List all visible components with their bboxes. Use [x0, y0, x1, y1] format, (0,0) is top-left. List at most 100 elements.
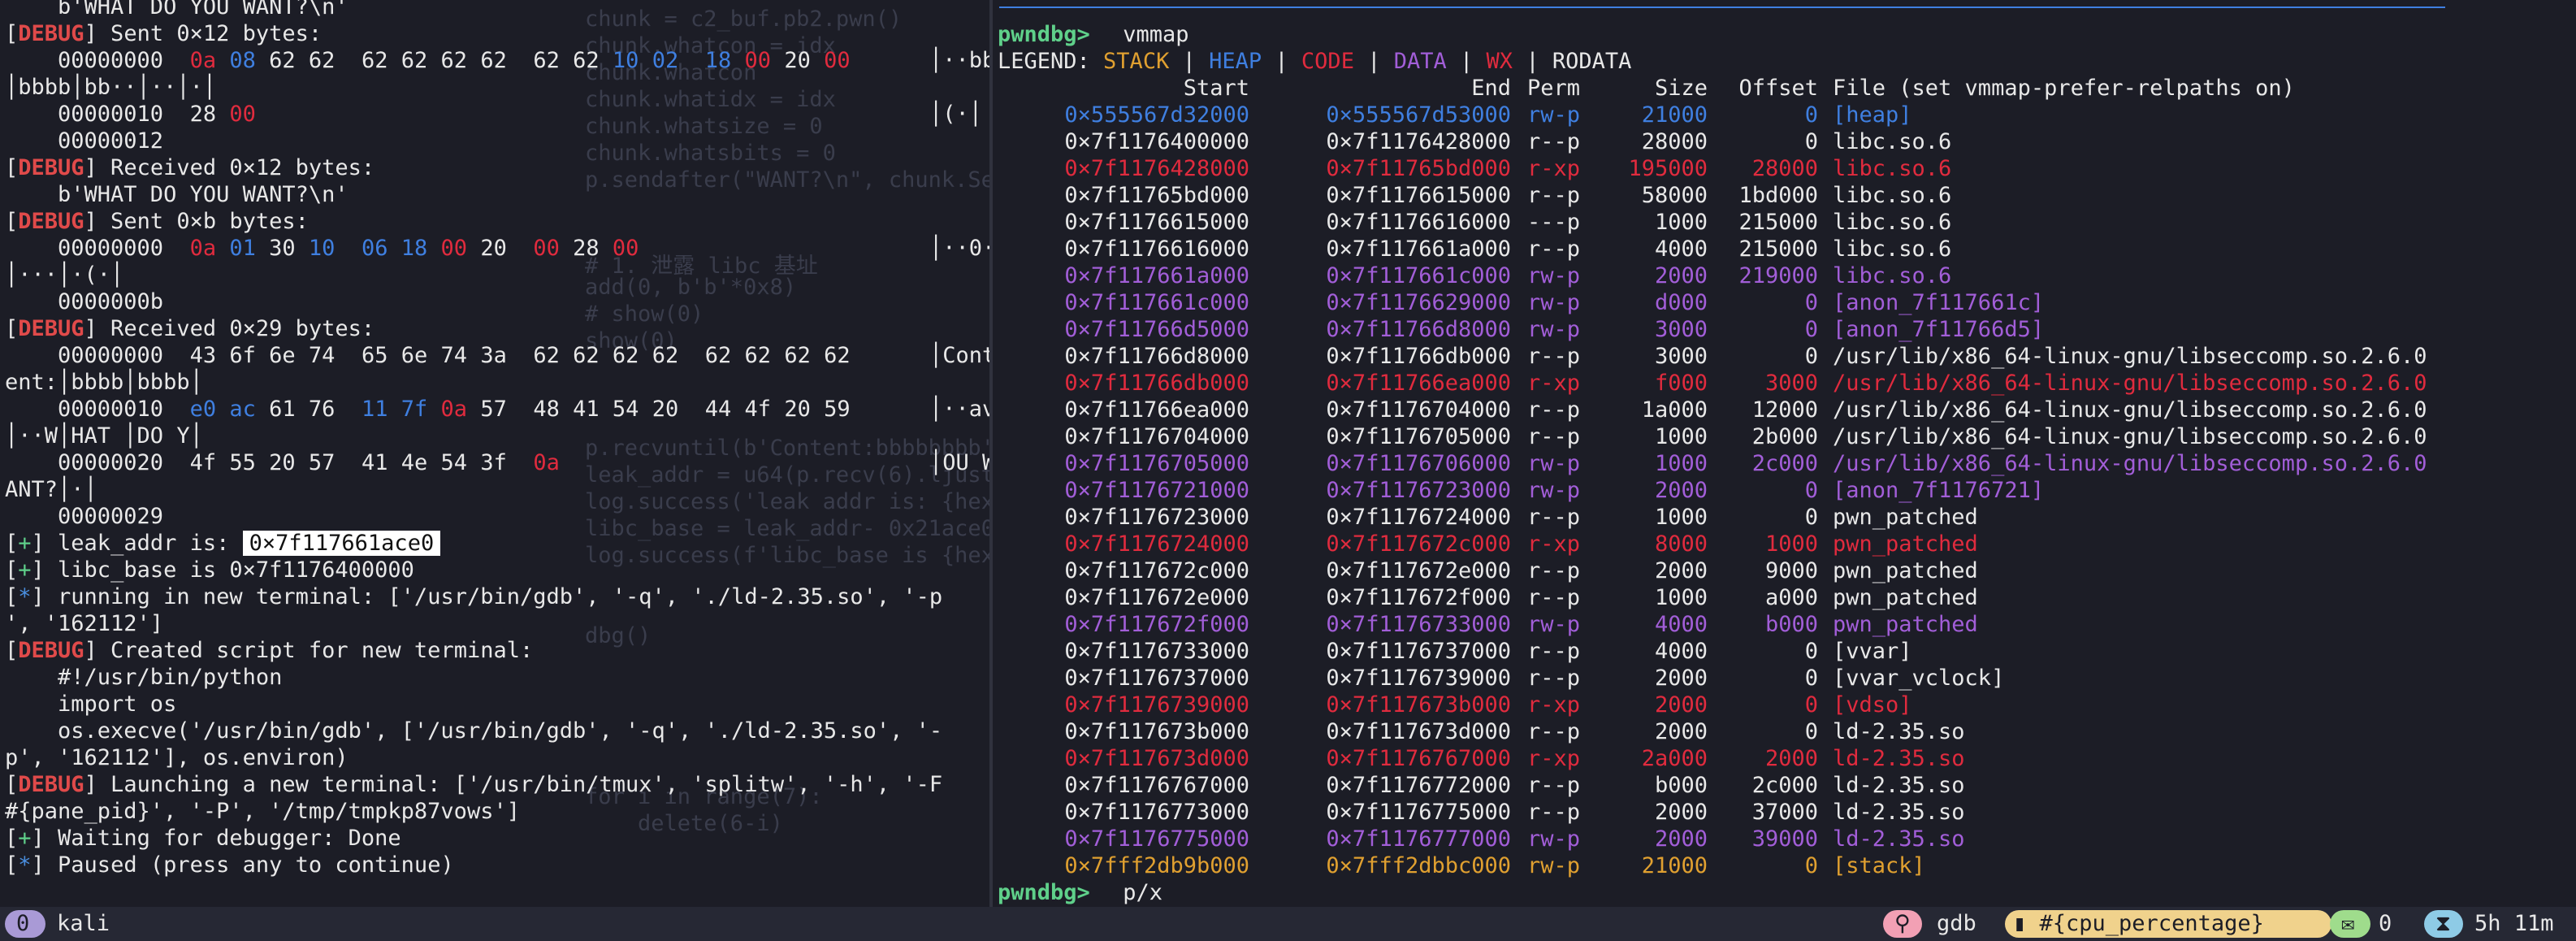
output-line: [DEBUG] Created script for new terminal:	[5, 637, 942, 664]
bracket: [	[5, 772, 19, 797]
hex-space	[851, 397, 864, 422]
row-offset: 2000	[1764, 746, 1818, 771]
row-end: 0×7f1176616000	[1326, 210, 1511, 235]
success-tag: +	[18, 531, 32, 556]
hex-byte: 61	[269, 397, 296, 422]
hex-space	[560, 450, 573, 475]
hex-byte: 6f	[229, 343, 256, 368]
vmmap-row: 0×7f1176767000 0×7f1176772000 r--p b000 2c00…	[998, 772, 2574, 799]
row-file: pwn_patched	[1833, 585, 1978, 610]
output-line: [+] leak_addr is: 0×7f117661ace0	[5, 530, 942, 557]
row-offset: 12000	[1751, 397, 1818, 423]
hex-space	[256, 450, 269, 475]
line-text: #{pane_pid}', '-P', '/tmp/tmpkp87vows']	[5, 799, 520, 824]
output-line: │···│·(·│	[5, 262, 942, 288]
row-end: 0×7f1176704000	[1326, 397, 1511, 423]
hex-space	[296, 450, 309, 475]
row-end: 0×7f117661a000	[1326, 236, 1511, 262]
terminal-pane-left[interactable]: chunk = c2_buf.pb2.pwn() chunk.whatcon = …	[0, 0, 989, 907]
hex-byte: 62	[533, 343, 560, 368]
row-start: 0×7f1176724000	[1064, 531, 1249, 557]
line-text: p', '162112'], os.environ)	[5, 745, 349, 770]
row-start: 0×555567d32000	[1064, 102, 1249, 128]
hex-space	[731, 343, 744, 368]
hex-space	[811, 343, 824, 368]
hex-space	[678, 48, 691, 73]
line-text: 0000000b	[5, 289, 164, 314]
output-line: [DEBUG] Launching a new terminal: ['/usr…	[5, 771, 942, 798]
vmmap-row: 0×7f117672e000 0×7f117672f000 r--p 1000 a000…	[998, 584, 2574, 611]
row-start: 0×7f1176739000	[1064, 692, 1249, 718]
line-text: ent:│bbbb│bbbb│	[5, 370, 203, 395]
row-size: 4000	[1654, 639, 1708, 664]
hex-space	[771, 48, 784, 73]
line-text: ] Received 0×12 bytes:	[84, 155, 375, 180]
row-size: 3000	[1654, 344, 1708, 369]
row-perm: rw-p	[1527, 102, 1581, 128]
row-perm: r--p	[1527, 344, 1581, 369]
row-size: 1000	[1654, 505, 1708, 530]
vmmap-row: 0×7f1176773000 0×7f1176775000 r--p 2000 3700…	[998, 799, 2574, 826]
row-end: 0×7f11765bd000	[1326, 156, 1511, 181]
hex-space	[335, 397, 348, 422]
pin-icon: ⚲	[1883, 910, 1922, 938]
hex-byte: 54	[612, 397, 639, 422]
row-offset: 1000	[1764, 531, 1818, 557]
command-text: p/x	[1110, 880, 1163, 905]
hex-byte: 0a	[533, 450, 560, 475]
output-line: b'WHAT DO YOU WANT?\n'	[5, 0, 942, 20]
row-perm: r-xp	[1527, 692, 1581, 718]
ghost-code-line: chunk.whatsbits = 0	[585, 141, 836, 166]
output-line: 00000010 e0 ac 61 76 11 7f 0a 57 48 41 5…	[5, 396, 989, 423]
hex-space	[467, 450, 480, 475]
session-index: 0	[5, 910, 45, 938]
row-end: 0×7f1176737000	[1326, 639, 1511, 664]
hex-gap	[520, 343, 533, 368]
hex-byte: 28	[189, 102, 217, 127]
vmmap-row: 0×7f1176616000 0×7f117661a000 r--p 4000 2150…	[998, 236, 2574, 262]
terminal-pane-right-gdb[interactable]: pwndbg> vmmap LEGEND: STACK | HEAP | CODE…	[993, 0, 2576, 907]
vmmap-row: 0×7f11766db000 0×7f11766ea000 r-xp f000 3000…	[998, 370, 2574, 397]
row-end: 0×7f1176777000	[1326, 826, 1511, 852]
pane-divider[interactable]	[989, 0, 993, 907]
hex-gap	[520, 48, 533, 73]
output-line: 00000012	[5, 128, 942, 154]
ascii-column: │Cont	[929, 343, 989, 368]
hex-space	[467, 343, 480, 368]
row-perm: r-xp	[1527, 746, 1581, 771]
hex-space	[216, 236, 229, 261]
row-start: 0×7f1176615000	[1064, 210, 1249, 235]
row-start: 0×7f117672e000	[1064, 585, 1249, 610]
hex-space	[639, 397, 652, 422]
row-size: 28000	[1641, 129, 1708, 154]
output-line: #!/usr/bin/python	[5, 664, 942, 691]
output-line: [DEBUG] Received 0×12 bytes:	[5, 154, 942, 181]
bracket: [	[5, 531, 19, 556]
hex-space	[560, 397, 573, 422]
row-end: 0×7f117661c000	[1326, 263, 1511, 288]
window-name[interactable]: gdb	[1937, 911, 1976, 936]
legend-item: DATA	[1393, 49, 1447, 74]
row-file: /usr/lib/x86_64-linux-gnu/libseccomp.so.…	[1833, 397, 2427, 423]
output-line: 00000029	[5, 503, 942, 530]
row-start: 0×7f1176428000	[1064, 156, 1249, 181]
vmmap-row: 0×7f117661c000 0×7f1176629000 rw-p d000 0 [an…	[998, 289, 2574, 316]
line-text: ] libc_base is 0×7f1176400000	[31, 557, 414, 583]
bracket: [	[5, 638, 19, 663]
row-offset: 219000	[1738, 263, 1818, 288]
row-size: 1000	[1654, 210, 1708, 235]
hex-offset: 00000000	[5, 48, 190, 73]
hex-byte: e0	[189, 397, 217, 422]
hex-space	[639, 48, 652, 73]
hex-space	[335, 236, 348, 261]
row-file: ld-2.35.so	[1833, 719, 1965, 744]
hex-space	[600, 236, 613, 261]
row-perm: r-xp	[1527, 531, 1581, 557]
message-count: 0	[2379, 911, 2392, 936]
hex-byte: 54	[440, 450, 468, 475]
row-start: 0×7f11766ea000	[1064, 397, 1249, 423]
output-line: [*] running in new terminal: ['/usr/bin/…	[5, 583, 942, 610]
row-start: 0×7f1176721000	[1064, 478, 1249, 503]
row-file: libc.so.6	[1833, 236, 1952, 262]
row-size: 2000	[1654, 666, 1708, 691]
